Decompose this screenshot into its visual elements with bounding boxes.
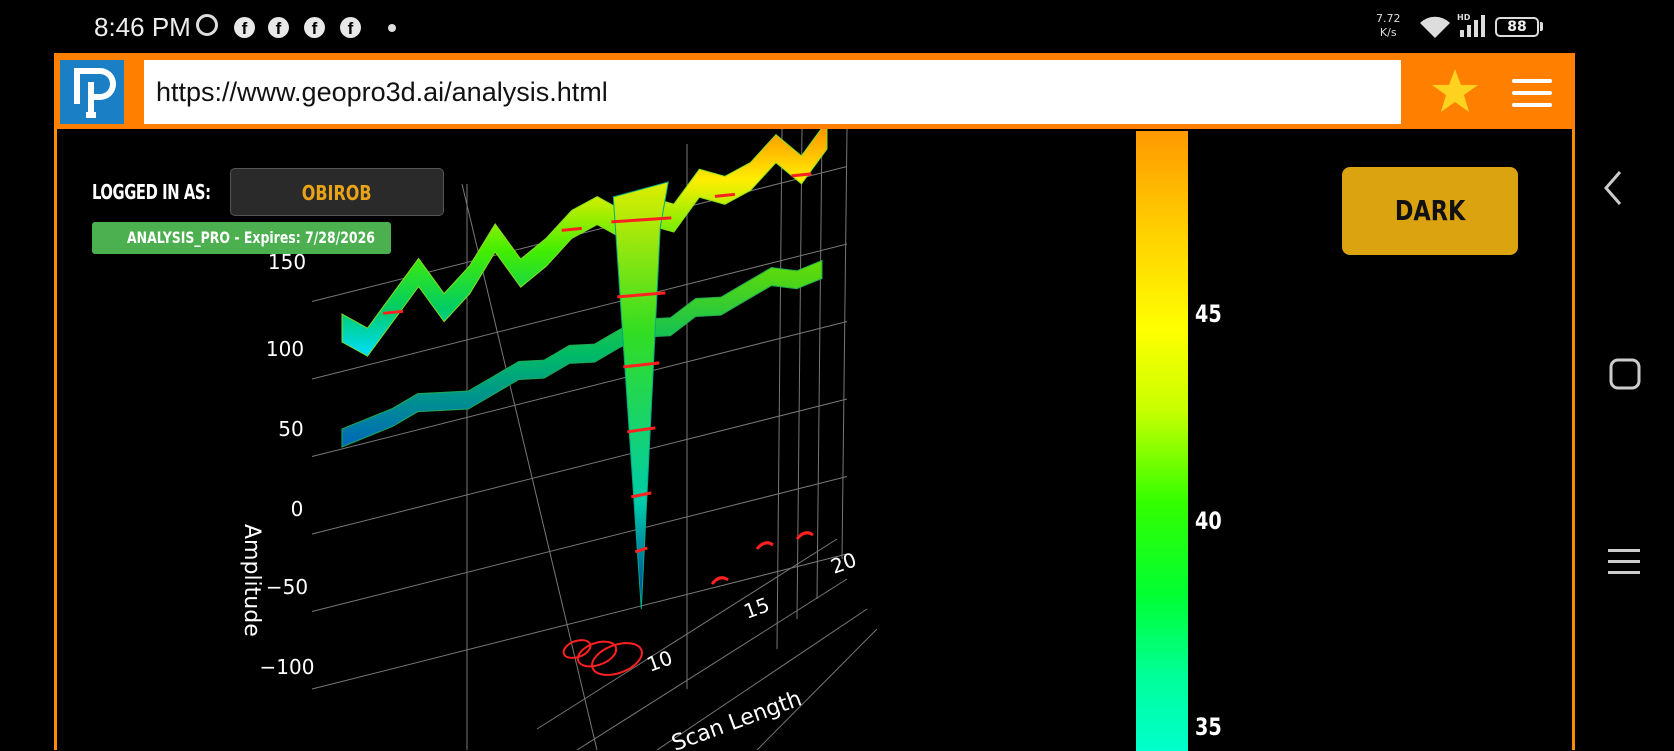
username-box: OBIROB [230, 168, 444, 216]
subscription-text: ANALYSIS_PRO - Expires: 7/28/2026 [126, 228, 375, 247]
floor-contour [591, 642, 643, 676]
clock: 8:46 PM [94, 12, 191, 42]
dark-mode-label: DARK [1394, 194, 1466, 227]
facebook-icon: f [304, 17, 325, 38]
colorbar [1136, 131, 1188, 751]
url-bar[interactable]: https://www.geopro3d.ai/analysis.html [144, 60, 1401, 124]
back-chevron-icon[interactable] [1600, 168, 1628, 208]
network-speed-unit: K/s [1379, 26, 1397, 39]
grid-line [311, 243, 848, 380]
contour-line [634, 546, 648, 554]
grid-line [776, 129, 783, 650]
contour-line [791, 172, 812, 178]
star-icon[interactable] [1430, 66, 1480, 116]
network-speed-value: 7.72 [1376, 12, 1401, 25]
geopro-logo-icon[interactable] [60, 60, 124, 124]
facebook-icon: f [340, 17, 361, 38]
subscription-badge: ANALYSIS_PRO - Expires: 7/28/2026 [92, 222, 391, 254]
dot-icon [388, 24, 396, 32]
grid-line [796, 129, 803, 620]
contour-line [611, 216, 672, 224]
username: OBIROB [302, 181, 372, 205]
chart-surfaces [341, 129, 828, 676]
colorbar-tick: 35 [1195, 713, 1222, 741]
contour-line [714, 192, 736, 198]
grid-line [816, 129, 823, 600]
recent-apps-icon[interactable] [1606, 546, 1642, 576]
dark-mode-button[interactable]: DARK [1342, 167, 1518, 255]
browser-toolbar: https://www.geopro3d.ai/analysis.html [54, 53, 1575, 129]
home-circle-icon[interactable] [1608, 357, 1642, 391]
floor-contour [576, 640, 618, 668]
z-tick-label: 50 [278, 417, 303, 441]
grid-line [756, 628, 878, 750]
signal-icon [1460, 15, 1485, 37]
contour-line [623, 361, 660, 369]
facebook-icon: f [234, 17, 255, 38]
contour-line [382, 309, 404, 315]
grid-line [536, 538, 838, 730]
x-tick-label: 10 [644, 645, 676, 676]
grid-line [311, 398, 848, 535]
colorbar-tick: 40 [1195, 507, 1222, 535]
battery-icon: 88 [1495, 17, 1539, 37]
surface-band [341, 129, 828, 357]
z-tick-label: 0 [291, 497, 304, 521]
wifi-icon [1420, 16, 1450, 38]
z-tick-label: −100 [260, 655, 315, 679]
x-tick-label: 20 [828, 547, 860, 578]
contour-line [561, 226, 582, 232]
floor-contour [795, 531, 814, 540]
z-tick-label: 100 [266, 337, 304, 361]
z-tick-label: −50 [266, 575, 308, 599]
z-tick-label: 150 [268, 250, 306, 274]
z-axis-label: Amplitude [239, 524, 264, 637]
facebook-icon: f [268, 17, 289, 38]
floor-contour [710, 576, 729, 585]
grid-line [656, 608, 868, 750]
network-speed: 7.72 K/s [1376, 12, 1401, 40]
hamburger-menu-icon[interactable] [1512, 79, 1552, 107]
surface-spike [612, 181, 669, 610]
chart-grid [311, 129, 878, 750]
grid-line [841, 129, 848, 560]
status-bar: 8:46 PM f f f f 7.72 K/s HD 88 [0, 0, 1674, 54]
battery-tip [1540, 22, 1543, 31]
hd-badge: HD [1457, 13, 1471, 22]
logged-in-label: LOGGED IN AS: [92, 180, 211, 204]
alarm-icon [196, 14, 218, 36]
grid-line [461, 183, 598, 750]
grid-line [311, 321, 848, 457]
contour-line [627, 426, 656, 434]
grid-line [311, 476, 848, 612]
floor-contour [755, 541, 774, 550]
contour-line [617, 291, 666, 299]
contour-line [631, 491, 652, 499]
grid-line [576, 578, 848, 750]
colorbar-tick: 45 [1195, 300, 1222, 328]
grid-line [311, 553, 848, 690]
surface-band [341, 259, 823, 448]
